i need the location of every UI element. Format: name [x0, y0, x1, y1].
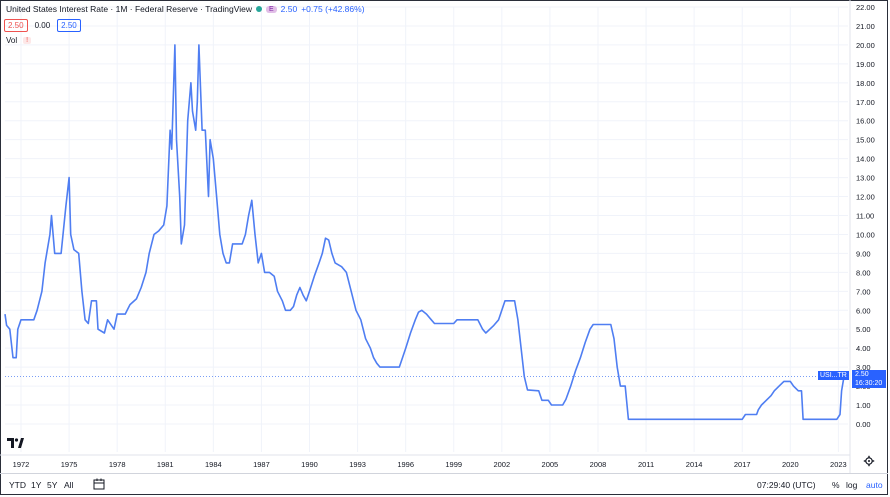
market-status-icon	[255, 6, 262, 12]
x-tick-label: 2002	[493, 460, 510, 469]
x-tick-label: 1996	[397, 460, 414, 469]
y-tick-label: 10.00	[856, 230, 875, 239]
y-tick-label: 13.00	[856, 174, 875, 183]
y-tick-label: 20.00	[856, 41, 875, 50]
y-tick-label: 4.00	[856, 344, 871, 353]
x-tick-label: 2011	[638, 460, 654, 469]
x-tick-label: 1975	[61, 460, 78, 469]
value-box-3: 2.50	[57, 19, 81, 32]
volume-label: Vol	[6, 36, 18, 45]
y-tick-label: 21.00	[856, 22, 875, 31]
y-tick-label: 17.00	[856, 98, 875, 107]
log-scale-toggle[interactable]: log	[846, 480, 858, 490]
x-tick-label: 2020	[782, 460, 799, 469]
value-box-2: 0.00	[34, 21, 51, 30]
range-all-button[interactable]: All	[64, 480, 74, 490]
x-tick-label: 1987	[253, 460, 270, 469]
range-ytd-button[interactable]: YTD	[9, 480, 26, 490]
y-tick-label: 3.00	[856, 363, 871, 372]
volume-legend[interactable]: Vol !	[6, 36, 32, 45]
x-tick-label: 1984	[205, 460, 222, 469]
x-tick-label: 1981	[157, 460, 174, 469]
value-box-1: 2.50	[4, 19, 28, 32]
utc-clock[interactable]: 07:29:40 (UTC)	[757, 480, 816, 490]
auto-scale-toggle[interactable]: auto	[866, 480, 883, 490]
price-axis-value: 2.50	[855, 371, 869, 378]
tradingview-logo-icon[interactable]	[6, 436, 24, 450]
y-tick-label: 16.00	[856, 117, 875, 126]
x-tick-label: 2008	[590, 460, 607, 469]
x-tick-label: 2023	[830, 460, 847, 469]
y-tick-label: 15.00	[856, 136, 875, 145]
y-tick-label: 8.00	[856, 268, 871, 277]
calendar-range-icon[interactable]	[92, 477, 106, 491]
chart-title: United States Interest Rate · 1M · Feder…	[6, 4, 252, 14]
y-tick-label: 6.00	[856, 306, 871, 315]
x-tick-label: 1999	[445, 460, 462, 469]
bottom-toolbar: YTD 1Y 5Y All 07:29:40 (UTC) % log auto	[0, 473, 888, 496]
y-tick-label: 12.00	[856, 193, 875, 202]
values-row: 2.50 0.00 2.50	[4, 19, 81, 32]
x-tick-label: 1990	[301, 460, 318, 469]
x-tick-label: 1972	[13, 460, 30, 469]
interest-rate-series-line	[4, 44, 845, 421]
y-tick-label: 9.00	[856, 249, 871, 258]
x-tick-label: 1978	[109, 460, 126, 469]
chart-header: United States Interest Rate · 1M · Feder…	[6, 4, 365, 14]
earnings-badge[interactable]: E	[265, 5, 277, 13]
price-axis-countdown: 16:30:20	[855, 380, 883, 387]
y-tick-label: 7.00	[856, 287, 871, 296]
y-tick-label: 1.00	[856, 401, 871, 410]
range-1y-button[interactable]: 1Y	[31, 480, 42, 490]
y-tick-label: 22.00	[856, 3, 875, 12]
change-value: +0.75 (+42.86%)	[301, 4, 365, 14]
last-value: 2.50	[280, 4, 298, 14]
y-tick-label: 5.00	[856, 325, 871, 334]
y-tick-label: 11.00	[856, 212, 874, 221]
x-tick-label: 2014	[686, 460, 703, 469]
symbol-last-label: USI...TR	[818, 371, 849, 380]
y-tick-label: 18.00	[856, 79, 875, 88]
gear-icon[interactable]	[863, 455, 875, 467]
range-5y-button[interactable]: 5Y	[47, 480, 58, 490]
price-axis-label: 2.50 16:30:20	[852, 370, 886, 388]
x-tick-label: 2017	[734, 460, 751, 469]
y-tick-label: 14.00	[856, 155, 875, 164]
x-tick-label: 1993	[349, 460, 366, 469]
x-tick-label: 2005	[542, 460, 559, 469]
y-tick-label: 0.00	[856, 420, 871, 429]
y-tick-label: 19.00	[856, 60, 875, 69]
percent-scale-toggle[interactable]: %	[832, 480, 840, 490]
warning-icon[interactable]: !	[23, 37, 32, 44]
